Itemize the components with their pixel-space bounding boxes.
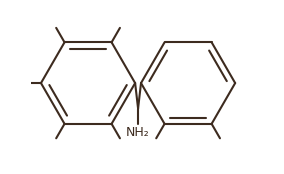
Text: NH₂: NH₂ bbox=[126, 126, 150, 139]
